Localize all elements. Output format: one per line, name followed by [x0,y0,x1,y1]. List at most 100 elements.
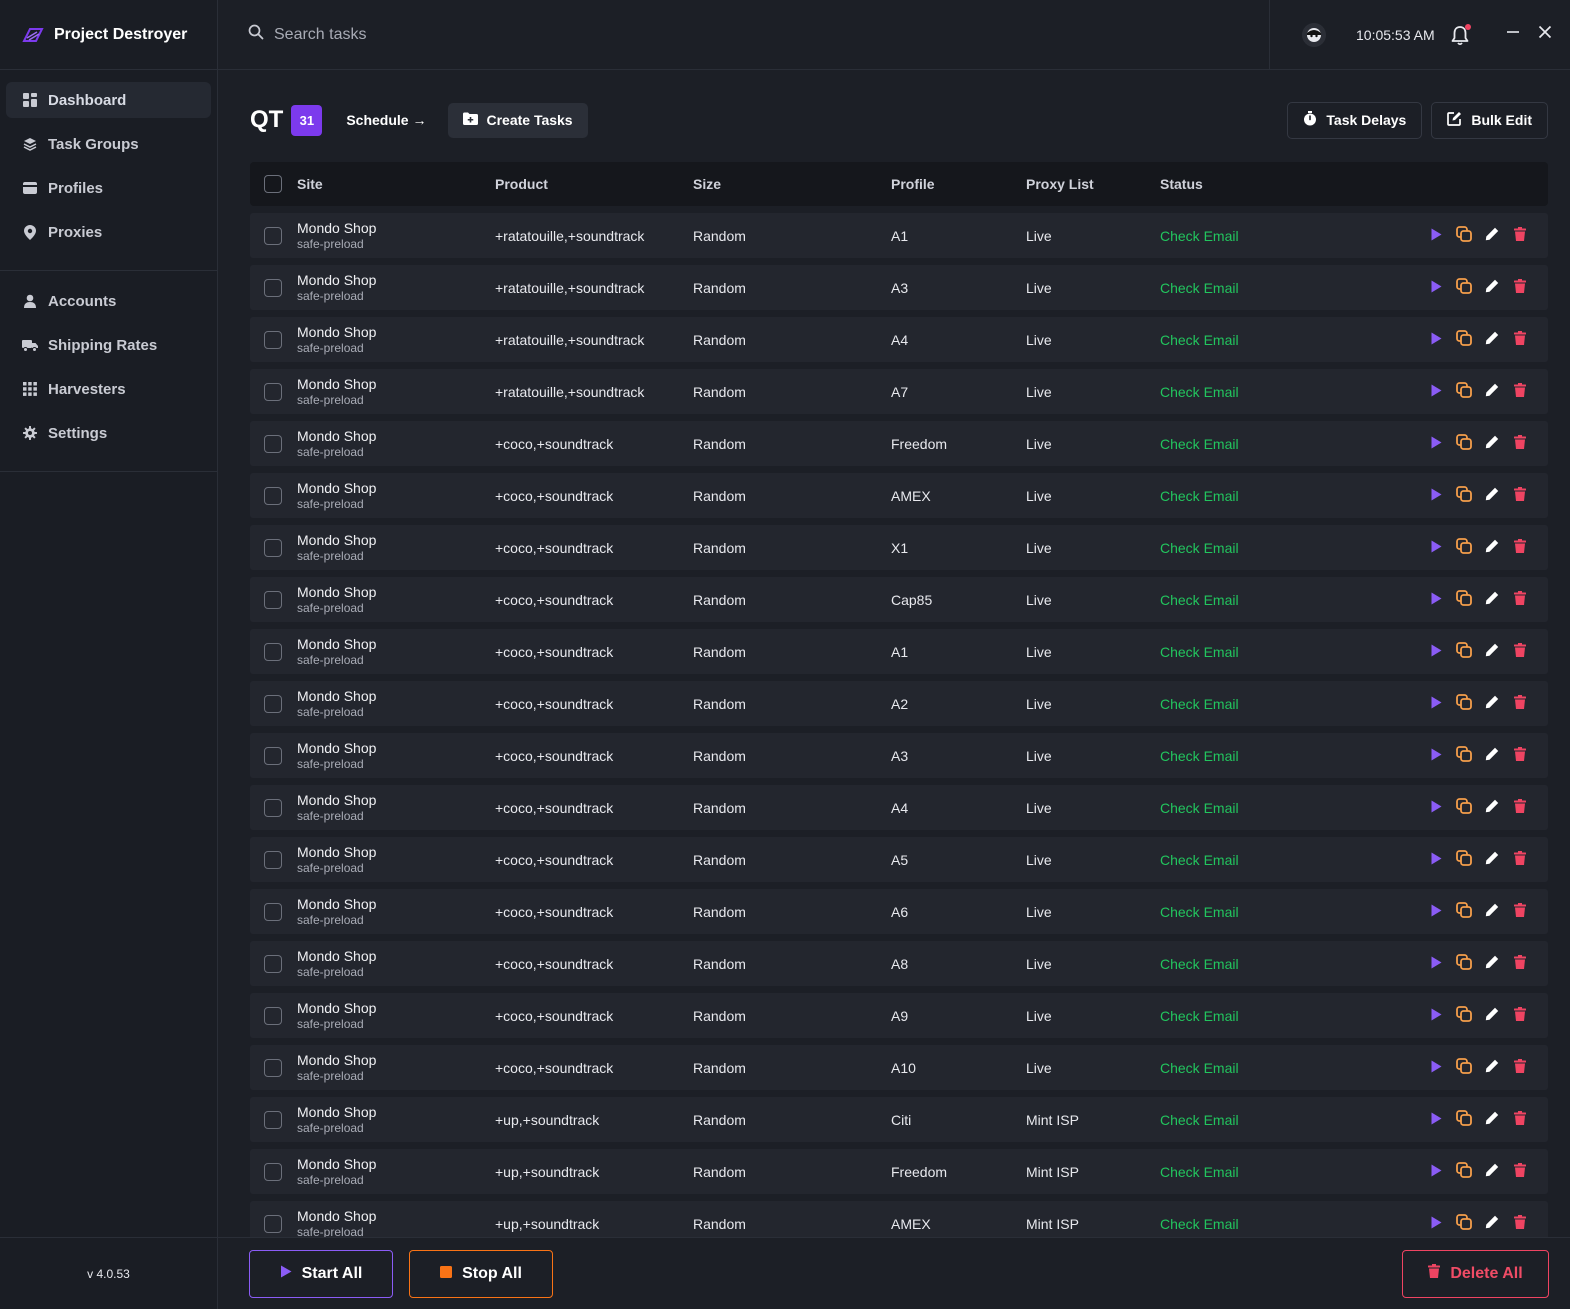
start-task-button[interactable] [1428,540,1444,556]
duplicate-task-button[interactable] [1456,694,1472,712]
row-checkbox[interactable] [264,486,282,505]
edit-task-button[interactable] [1484,435,1500,452]
table-row[interactable]: Mondo Shop safe-preload +coco,+soundtrack R… [250,473,1548,518]
delete-task-button[interactable] [1512,331,1528,348]
table-row[interactable]: Mondo Shop safe-preload +up,+soundtrack Ran… [250,1149,1548,1194]
edit-task-button[interactable] [1484,383,1500,400]
header-proxy-list[interactable]: Proxy List [1026,176,1094,192]
row-checkbox[interactable] [264,1110,282,1129]
start-task-button[interactable] [1428,1216,1444,1232]
delete-task-button[interactable] [1512,695,1528,712]
row-checkbox[interactable] [264,902,282,921]
sidebar-item-accounts[interactable]: Accounts [6,283,211,319]
duplicate-task-button[interactable] [1456,226,1472,244]
edit-task-button[interactable] [1484,1059,1500,1076]
header-site[interactable]: Site [297,176,323,192]
edit-task-button[interactable] [1484,643,1500,660]
edit-task-button[interactable] [1484,799,1500,816]
duplicate-task-button[interactable] [1456,486,1472,504]
start-all-button[interactable]: Start All [249,1249,393,1298]
edit-task-button[interactable] [1484,279,1500,296]
start-task-button[interactable] [1428,384,1444,400]
edit-task-button[interactable] [1484,747,1500,764]
edit-task-button[interactable] [1484,487,1500,504]
delete-task-button[interactable] [1512,539,1528,556]
table-row[interactable]: Mondo Shop safe-preload +coco,+soundtrack R… [250,577,1548,622]
delete-task-button[interactable] [1512,591,1528,608]
delete-task-button[interactable] [1512,227,1528,244]
table-row[interactable]: Mondo Shop safe-preload +coco,+soundtrack R… [250,681,1548,726]
sidebar-item-task-groups[interactable]: Task Groups [6,126,211,162]
start-task-button[interactable] [1428,852,1444,868]
table-row[interactable]: Mondo Shop safe-preload +coco,+soundtrack R… [250,733,1548,778]
task-delays-button[interactable]: Task Delays [1287,101,1423,139]
row-checkbox[interactable] [264,954,282,973]
sidebar-item-harvesters[interactable]: Harvesters [6,371,211,407]
delete-task-button[interactable] [1512,1059,1528,1076]
edit-task-button[interactable] [1484,903,1500,920]
sidebar-item-proxies[interactable]: Proxies [6,214,211,250]
delete-task-button[interactable] [1512,1007,1528,1024]
delete-task-button[interactable] [1512,643,1528,660]
delete-task-button[interactable] [1512,903,1528,920]
table-row[interactable]: Mondo Shop safe-preload +ratatouille,+soun… [250,213,1548,258]
edit-task-button[interactable] [1484,1007,1500,1024]
duplicate-task-button[interactable] [1456,746,1472,764]
sidebar-item-profiles[interactable]: Profiles [6,170,211,206]
table-row[interactable]: Mondo Shop safe-preload +coco,+soundtrack R… [250,785,1548,830]
avatar[interactable] [1302,22,1326,47]
row-checkbox[interactable] [264,1214,282,1233]
stop-all-button[interactable]: Stop All [409,1249,553,1298]
table-row[interactable]: Mondo Shop safe-preload +ratatouille,+soun… [250,317,1548,362]
duplicate-task-button[interactable] [1456,1058,1472,1076]
row-checkbox[interactable] [264,798,282,817]
schedule-button[interactable]: Schedule → [346,112,427,128]
sidebar-item-settings[interactable]: Settings [6,415,211,451]
row-checkbox[interactable] [264,590,282,609]
duplicate-task-button[interactable] [1456,538,1472,556]
row-checkbox[interactable] [264,1058,282,1077]
delete-task-button[interactable] [1512,1163,1528,1180]
start-task-button[interactable] [1428,592,1444,608]
start-task-button[interactable] [1428,1112,1444,1128]
delete-all-button[interactable]: Delete All [1402,1249,1549,1298]
duplicate-task-button[interactable] [1456,278,1472,296]
duplicate-task-button[interactable] [1456,1214,1472,1232]
edit-task-button[interactable] [1484,539,1500,556]
select-all-checkbox[interactable] [264,175,282,193]
delete-task-button[interactable] [1512,279,1528,296]
minimize-button[interactable] [1501,23,1525,47]
start-task-button[interactable] [1428,436,1444,452]
delete-task-button[interactable] [1512,851,1528,868]
duplicate-task-button[interactable] [1456,850,1472,868]
duplicate-task-button[interactable] [1456,590,1472,608]
row-checkbox[interactable] [264,330,282,349]
row-checkbox[interactable] [264,538,282,557]
delete-task-button[interactable] [1512,1111,1528,1128]
duplicate-task-button[interactable] [1456,954,1472,972]
start-task-button[interactable] [1428,488,1444,504]
edit-task-button[interactable] [1484,331,1500,348]
edit-task-button[interactable] [1484,1163,1500,1180]
edit-task-button[interactable] [1484,955,1500,972]
row-checkbox[interactable] [264,850,282,869]
table-row[interactable]: Mondo Shop safe-preload +ratatouille,+soun… [250,369,1548,414]
start-task-button[interactable] [1428,904,1444,920]
duplicate-task-button[interactable] [1456,382,1472,400]
sidebar-item-dashboard[interactable]: Dashboard [6,82,211,118]
duplicate-task-button[interactable] [1456,1162,1472,1180]
edit-task-button[interactable] [1484,1111,1500,1128]
duplicate-task-button[interactable] [1456,330,1472,348]
start-task-button[interactable] [1428,228,1444,244]
table-row[interactable]: Mondo Shop safe-preload +up,+soundtrack Ran… [250,1097,1548,1142]
row-checkbox[interactable] [264,278,282,297]
delete-task-button[interactable] [1512,799,1528,816]
edit-task-button[interactable] [1484,1215,1500,1232]
delete-task-button[interactable] [1512,747,1528,764]
row-checkbox[interactable] [264,382,282,401]
table-row[interactable]: Mondo Shop safe-preload +coco,+soundtrack R… [250,629,1548,674]
row-checkbox[interactable] [264,1162,282,1181]
header-status[interactable]: Status [1160,176,1203,192]
row-checkbox[interactable] [264,694,282,713]
duplicate-task-button[interactable] [1456,902,1472,920]
